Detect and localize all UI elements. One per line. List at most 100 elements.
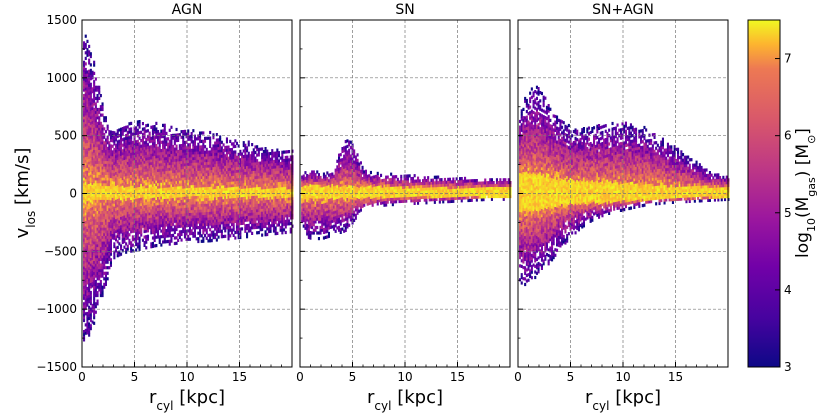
- heatmap-cell: [96, 241, 99, 245]
- heatmap-cell: [120, 177, 123, 181]
- heatmap-cell: [91, 145, 94, 149]
- heatmap-cell: [121, 143, 124, 147]
- heatmap-cell: [162, 168, 165, 172]
- heatmap-cell: [162, 151, 165, 155]
- heatmap-cell: [140, 208, 143, 212]
- heatmap-cell: [86, 98, 89, 102]
- heatmap-cell: [94, 199, 97, 203]
- heatmap-cell: [101, 130, 104, 134]
- heatmap-cell: [99, 255, 102, 259]
- heatmap-cell: [103, 169, 106, 173]
- heatmap-cell: [98, 155, 101, 159]
- heatmap-cell: [168, 239, 171, 243]
- heatmap-cell: [136, 175, 139, 180]
- heatmap-cell: [141, 222, 144, 226]
- heatmap-cell: [84, 165, 87, 169]
- heatmap-cell: [155, 180, 158, 184]
- heatmap-cell: [143, 160, 146, 164]
- heatmap-cell: [168, 128, 171, 132]
- heatmap-cell: [153, 244, 156, 248]
- heatmap-cell: [94, 293, 97, 298]
- heatmap-cell: [99, 285, 102, 289]
- heatmap-cell: [104, 232, 107, 236]
- heatmap-cell: [86, 323, 89, 327]
- heatmap-cell: [146, 237, 149, 241]
- heatmap-cell: [99, 249, 102, 253]
- heatmap-cell: [109, 202, 112, 206]
- heatmap-cell: [162, 179, 165, 183]
- heatmap-cell: [151, 175, 154, 179]
- heatmap-cell: [91, 70, 94, 74]
- heatmap-cell: [158, 226, 161, 231]
- heatmap-cell: [113, 161, 116, 165]
- heatmap-cell: [173, 200, 176, 204]
- heatmap-cell: [123, 215, 126, 219]
- heatmap-cell: [157, 135, 160, 139]
- heatmap-cell: [83, 188, 86, 192]
- heatmap-cell: [163, 218, 166, 222]
- heatmap-cell: [96, 149, 99, 153]
- heatmap-cell: [247, 140, 250, 144]
- heatmap-cell: [83, 230, 86, 234]
- heatmap-cell: [83, 268, 86, 273]
- heatmap-cell: [146, 198, 149, 202]
- heatmap-cell: [83, 66, 86, 70]
- heatmap-cell: [165, 204, 168, 208]
- heatmap-cell: [130, 249, 133, 253]
- heatmap-cell: [170, 150, 173, 154]
- heatmap-cell: [126, 142, 129, 146]
- heatmap-cell: [94, 105, 97, 109]
- heatmap-cell: [136, 225, 139, 229]
- heatmap-cell: [108, 243, 111, 248]
- heatmap-cell: [88, 89, 91, 93]
- heatmap-cell: [168, 217, 171, 221]
- heatmap-cell: [153, 236, 156, 240]
- heatmap-cell: [96, 263, 99, 267]
- heatmap-cell: [94, 224, 97, 228]
- y-tick-label: 1000: [46, 71, 77, 85]
- heatmap-cell: [202, 131, 205, 135]
- heatmap-cell: [99, 144, 102, 148]
- heatmap-cell: [91, 267, 94, 271]
- heatmap-cell: [172, 219, 175, 224]
- heatmap-cell: [86, 192, 89, 196]
- heatmap-cell: [150, 228, 153, 232]
- heatmap-cell: [93, 152, 96, 156]
- heatmap-cell: [148, 217, 151, 221]
- heatmap-cell: [93, 149, 96, 153]
- heatmap-cell: [116, 140, 119, 144]
- heatmap-cell: [91, 223, 94, 227]
- heatmap-cell: [150, 220, 153, 224]
- heatmap-cell: [89, 135, 92, 139]
- heatmap-cell: [125, 161, 128, 165]
- heatmap-cell: [86, 195, 89, 199]
- heatmap-cell: [130, 207, 133, 212]
- heatmap-cell: [88, 80, 91, 84]
- heatmap-cell: [157, 229, 160, 234]
- heatmap-cell: [86, 170, 89, 174]
- heatmap-cell: [93, 257, 96, 261]
- heatmap-cell: [123, 190, 126, 194]
- heatmap-cell: [83, 63, 86, 67]
- heatmap-cell: [104, 277, 107, 281]
- heatmap-cell: [173, 147, 176, 151]
- heatmap-cell: [143, 196, 146, 200]
- heatmap-cell: [98, 232, 101, 236]
- heatmap-cell: [84, 215, 87, 219]
- heatmap-cell: [173, 205, 176, 209]
- x-tick-label: 0: [78, 370, 86, 384]
- heatmap-cell: [86, 259, 89, 263]
- heatmap-cell: [98, 163, 101, 167]
- heatmap-cell: [106, 213, 109, 217]
- heatmap-cell: [160, 157, 163, 161]
- heatmap-cell: [91, 276, 94, 280]
- heatmap-cell: [91, 165, 94, 169]
- heatmap-cell: [93, 213, 96, 217]
- heatmap-cell: [84, 95, 87, 99]
- heatmap-cell: [89, 121, 92, 125]
- heatmap-cell: [163, 140, 166, 144]
- heatmap-cell: [138, 200, 141, 204]
- heatmap-cell: [83, 316, 86, 320]
- heatmap-cell: [94, 213, 97, 217]
- heatmap-cell: [125, 206, 128, 210]
